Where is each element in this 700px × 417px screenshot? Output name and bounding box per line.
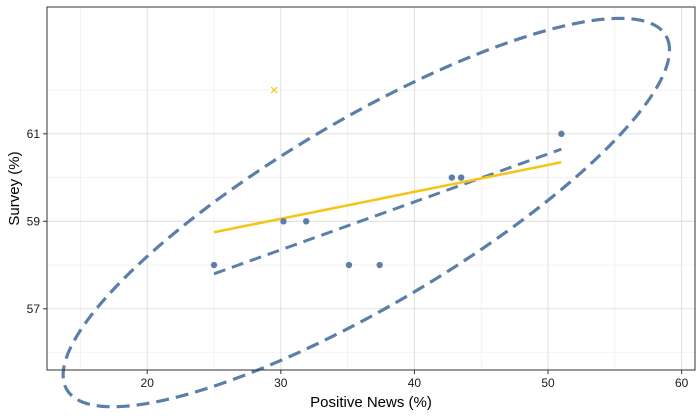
data-point-cross	[270, 86, 278, 94]
ticks-layer: 20 30 40 50 60 57 59 61	[27, 127, 689, 390]
data-point	[457, 174, 465, 181]
data-point	[280, 218, 287, 225]
x-tick-label: 20	[141, 376, 155, 390]
x-tick-label: 50	[541, 376, 555, 390]
y-tick-label: 61	[27, 127, 41, 141]
y-axis-title: Survey (%)	[6, 151, 23, 225]
confidence-ellipse-layer	[61, 16, 672, 409]
grid-major	[47, 7, 695, 370]
plot-border	[46, 6, 696, 371]
fit-line-solid	[213, 160, 562, 234]
data-point	[376, 261, 383, 269]
x-tick-label: 60	[675, 376, 689, 390]
data-point	[558, 130, 565, 138]
x-tick-label: 30	[274, 376, 288, 390]
grid-minor	[47, 7, 695, 370]
x-tick-label: 40	[408, 376, 422, 390]
points-layer	[210, 86, 565, 269]
x-axis-title: Positive News (%)	[310, 394, 432, 411]
y-tick-label: 57	[27, 302, 41, 316]
fit-lines-layer	[213, 147, 562, 276]
plot-background	[47, 7, 695, 370]
y-tick-label: 59	[27, 214, 41, 228]
confidence-ellipse	[61, 16, 672, 409]
fit-line-dashed	[213, 147, 562, 276]
data-point	[210, 261, 218, 269]
data-point	[303, 218, 310, 225]
data-point	[448, 174, 456, 181]
data-point	[345, 261, 353, 269]
